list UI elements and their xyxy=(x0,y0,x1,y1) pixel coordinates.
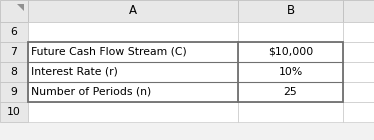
Bar xyxy=(343,82,374,102)
Bar xyxy=(28,0,238,22)
Text: $10,000: $10,000 xyxy=(268,47,313,57)
Bar xyxy=(238,0,343,22)
Text: B: B xyxy=(286,4,295,18)
Bar xyxy=(238,22,343,42)
Bar xyxy=(28,102,238,122)
Bar xyxy=(28,42,238,62)
Bar xyxy=(238,102,343,122)
Text: 9: 9 xyxy=(10,87,18,97)
Text: 6: 6 xyxy=(10,27,18,37)
Text: Number of Periods (n): Number of Periods (n) xyxy=(31,87,151,97)
Text: 7: 7 xyxy=(10,47,18,57)
Bar xyxy=(238,82,343,102)
Bar xyxy=(28,42,343,102)
Bar xyxy=(28,22,238,42)
Bar xyxy=(0,62,28,82)
Bar xyxy=(0,82,28,102)
Text: A: A xyxy=(129,4,137,18)
Bar xyxy=(343,42,374,62)
Polygon shape xyxy=(17,4,24,11)
Bar xyxy=(28,82,238,102)
Text: Interest Rate (r): Interest Rate (r) xyxy=(31,67,118,77)
Bar xyxy=(343,62,374,82)
Text: 25: 25 xyxy=(283,87,297,97)
Text: Future Cash Flow Stream (C): Future Cash Flow Stream (C) xyxy=(31,47,187,57)
Bar xyxy=(238,62,343,82)
Bar xyxy=(343,0,374,22)
Text: 10%: 10% xyxy=(278,67,303,77)
Bar xyxy=(0,22,28,42)
Text: 8: 8 xyxy=(10,67,18,77)
Bar xyxy=(238,42,343,62)
Bar xyxy=(28,62,238,82)
Bar xyxy=(0,42,28,62)
Bar xyxy=(0,0,28,22)
Text: 10: 10 xyxy=(7,107,21,117)
Bar xyxy=(0,102,28,122)
Bar xyxy=(343,102,374,122)
Bar xyxy=(343,22,374,42)
